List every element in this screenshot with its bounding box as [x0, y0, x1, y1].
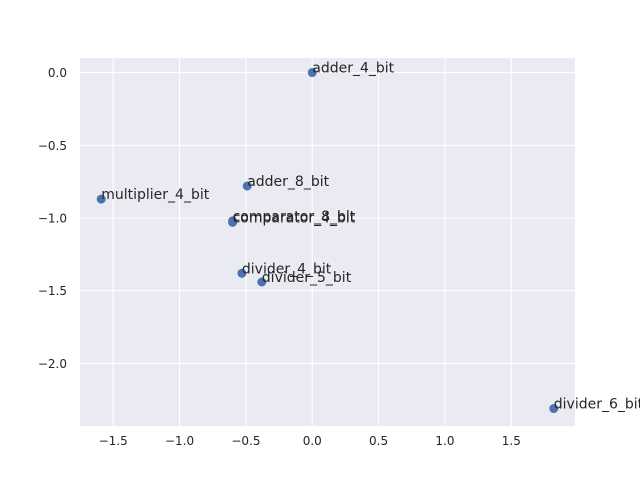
y-tick-label: −1.0: [38, 212, 67, 226]
point-label: divider_6_bit: [554, 397, 640, 413]
point-label: divider_4_bit: [242, 261, 332, 277]
scatter-point: [228, 217, 238, 227]
scatter-point: [549, 404, 559, 414]
point-label: adder_8_bit: [247, 174, 329, 190]
data-points: [96, 68, 559, 414]
point-labels: adder_4_bit adder_8_bit multiplier_4_bitco…: [101, 61, 640, 413]
x-tick-label: 1.5: [502, 434, 521, 448]
point-label: divider_5_bit: [262, 270, 352, 286]
scatter-point: [96, 194, 106, 204]
y-tick-label: −0.5: [38, 139, 67, 153]
scatter-point: [307, 68, 317, 78]
scatter-point: [242, 181, 252, 191]
x-tick-label: 1.0: [435, 434, 454, 448]
point-label: comparator_4_bit: [233, 210, 356, 226]
x-tick-label: 0.0: [303, 434, 322, 448]
y-tick-label: 0.0: [48, 66, 67, 80]
x-tick-label: 0.5: [369, 434, 388, 448]
tick-labels: −1.5 −1.0 −0.5 0.0 0.5 1.0 1.5 0.0 −0.5 −1.0 −1.5 −…: [38, 66, 521, 448]
point-label: multiplier_4_bit: [101, 187, 209, 203]
x-tick-label: −0.5: [231, 434, 260, 448]
point-label: adder_4_bit: [312, 61, 394, 77]
y-tick-label: −2.0: [38, 357, 67, 371]
scatter-point: [257, 277, 267, 287]
x-tick-label: −1.0: [165, 434, 194, 448]
grid-lines: [80, 58, 575, 426]
y-tick-label: −1.5: [38, 284, 67, 298]
plot-area: [80, 58, 575, 426]
x-tick-label: −1.5: [99, 434, 128, 448]
point-label: comparator_8_bit: [233, 209, 356, 225]
scatter-point: [237, 268, 247, 278]
